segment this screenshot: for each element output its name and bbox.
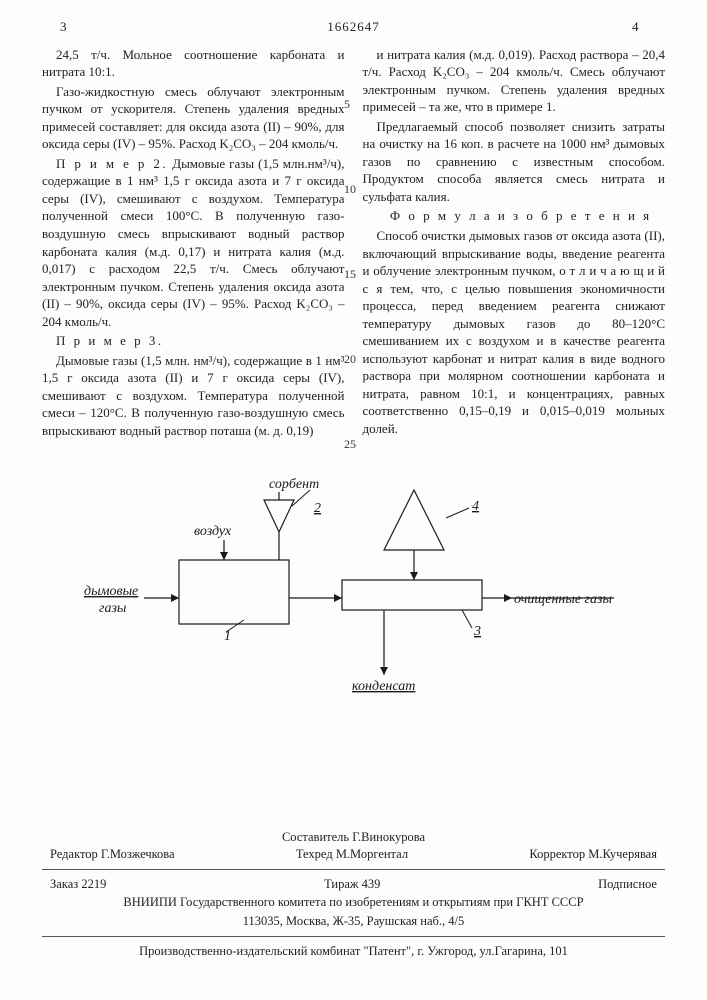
press-line: Производственно-издательский комбинат "П… <box>42 943 665 960</box>
page-number-left: 3 <box>60 18 75 36</box>
example-title: П р и м е р 3. <box>56 333 164 348</box>
editor: Г.Мозжечкова <box>101 847 175 861</box>
box-1 <box>179 560 289 624</box>
label-n2: 2 <box>314 501 321 516</box>
example-title: П р и м е р 2. <box>56 156 168 171</box>
line-number: 15 <box>344 268 356 280</box>
triangle-4 <box>384 490 444 550</box>
para: Газо-жидкостную смесь облучают электронн… <box>42 83 345 153</box>
text-columns: 24,5 т/ч. Мольное соотношение карбоната … <box>0 46 707 442</box>
subscription: Подписное <box>598 876 657 893</box>
label-flue-gases-1: дымовые <box>84 584 138 599</box>
line-number: 5 <box>344 98 350 110</box>
patent-number: 1662647 <box>327 18 380 36</box>
print-qty: 439 <box>362 877 381 891</box>
process-diagram: сорбент воздух дымовые газы очищенные га… <box>0 460 707 740</box>
box-3 <box>342 580 482 610</box>
corrector: М.Кучерявая <box>588 847 657 861</box>
para: Дымовые газы (1,5 млн. нм³/ч), содержащи… <box>42 352 345 440</box>
para: Предлагаемый способ позволяет снизить за… <box>363 118 666 206</box>
para: П р и м е р 3. <box>42 332 345 350</box>
tech: М.Моргентал <box>336 847 408 861</box>
print-label: Тираж <box>324 877 358 891</box>
para: 24,5 т/ч. Мольное соотношение карбоната … <box>42 46 345 81</box>
label-flue-gases-2: газы <box>99 601 126 616</box>
line-number: 20 <box>344 353 356 365</box>
order-no: 2219 <box>81 877 106 891</box>
label-clean-gases: очищенные газы <box>514 592 612 607</box>
label-sorbent: сорбент <box>269 477 319 492</box>
line-number: 25 <box>344 438 356 450</box>
line-number: 10 <box>344 183 356 195</box>
corrector-label: Корректор <box>529 847 585 861</box>
claim-title: Ф о р м у л а и з о б р е т е н и я <box>363 207 666 225</box>
right-column: и нитрата калия (м.д. 0,019). Расход рас… <box>363 46 666 442</box>
tech-label: Техред <box>296 847 333 861</box>
order-label: Заказ <box>50 877 78 891</box>
compiler: Г.Винокурова <box>352 830 425 844</box>
org-line2: 113035, Москва, Ж-35, Раушская наб., 4/5 <box>42 913 665 930</box>
para: и нитрата калия (м.д. 0,019). Расход рас… <box>363 46 666 116</box>
para-text: Дымовые газы (1,5 млн.нм³/ч), содержащие… <box>42 156 345 329</box>
left-column: 24,5 т/ч. Мольное соотношение карбоната … <box>42 46 345 442</box>
para: П р и м е р 2. Дымовые газы (1,5 млн.нм³… <box>42 155 345 330</box>
editor-label: Редактор <box>50 847 98 861</box>
footer-block: Составитель Г.Винокурова Редактор Г.Мозж… <box>0 829 707 960</box>
funnel-2 <box>264 500 294 532</box>
page-number-right: 4 <box>632 18 647 36</box>
label-air: воздух <box>194 524 232 539</box>
label-n4: 4 <box>472 499 479 514</box>
label-condensate: конденсат <box>352 679 415 694</box>
para: Способ очистки дымовых газов от оксида а… <box>363 227 666 438</box>
label-n3: 3 <box>473 624 481 639</box>
org-line1: ВНИИПИ Государственного комитета по изоб… <box>42 894 665 911</box>
page-header: 3 1662647 4 <box>0 0 707 40</box>
compiler-label: Составитель <box>282 830 349 844</box>
